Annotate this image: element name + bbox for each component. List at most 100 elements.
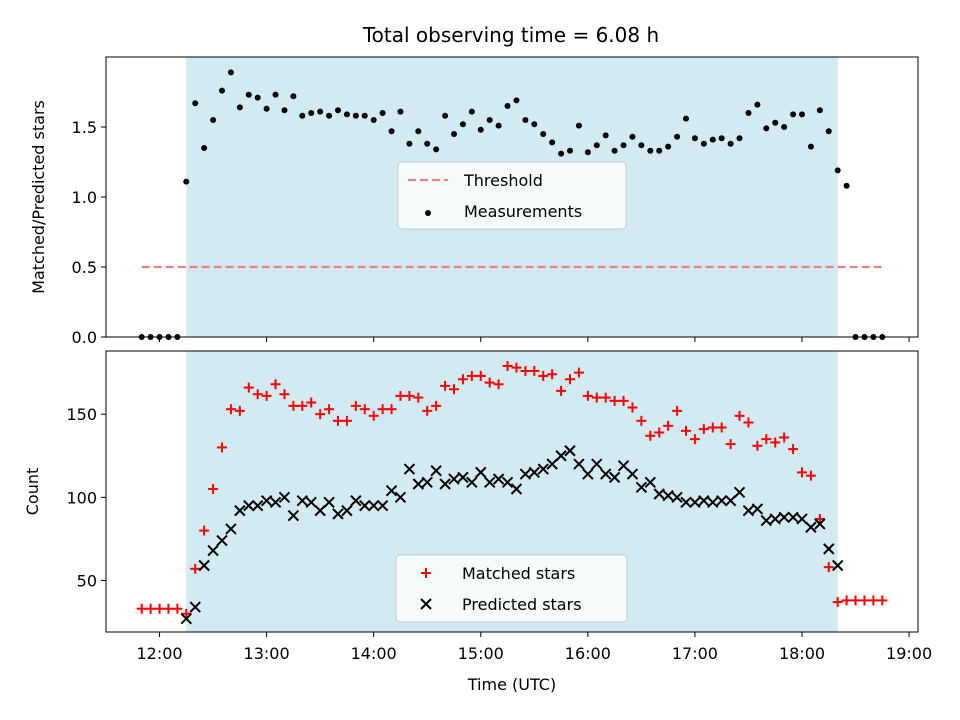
predicted-star-point (787, 511, 799, 523)
x-marker-b (323, 496, 335, 509)
predicted-star-point (323, 496, 335, 509)
matched-star-point (716, 422, 727, 433)
x-marker-b (582, 468, 594, 480)
x-marker-b (466, 476, 478, 489)
predicted-star-point (305, 496, 317, 509)
matched-star-point (234, 405, 245, 416)
legend-entry-label: Predicted stars (462, 595, 582, 614)
matched-star-point (832, 597, 843, 608)
predicted-star-point (599, 468, 612, 480)
x-marker-b (287, 509, 300, 522)
predicted-star-point (769, 513, 781, 525)
x-marker-b (367, 499, 380, 512)
predicted-star-point (510, 483, 523, 495)
matched-star-point (725, 439, 736, 450)
predicted-star-point (466, 476, 478, 489)
x-marker-b (707, 496, 719, 509)
x-marker-b (243, 499, 255, 512)
matched-star-point (556, 385, 567, 396)
top-y-axis-label: Matched/Predicted stars (29, 100, 48, 294)
matched-star-point (279, 389, 290, 400)
x-tick-label: 17:00 (672, 644, 718, 663)
bottom-y-axis-label: Count (23, 468, 42, 516)
matched-star-point (672, 405, 683, 416)
x-marker-b (814, 518, 826, 530)
matched-star-point (761, 434, 772, 445)
measurement-point (549, 139, 556, 146)
measurements-series (138, 69, 886, 340)
top-y-tick-label: 1.5 (72, 118, 97, 137)
predicted-star-point (341, 504, 353, 517)
x-marker-b (510, 483, 523, 495)
x-marker-b (653, 488, 665, 500)
x-marker-b (492, 473, 505, 485)
matched-star-point (475, 370, 486, 381)
x-marker-b (823, 543, 835, 555)
x-marker-b (412, 478, 425, 490)
matched-star-point (689, 434, 700, 445)
predicted-star-point (359, 499, 371, 512)
x-marker-b (671, 491, 683, 504)
matched-star-point (511, 362, 522, 373)
predicted-star-point (412, 478, 425, 490)
measurement-point (397, 108, 404, 115)
matched-star-point (172, 603, 183, 614)
measurement-point (683, 115, 689, 122)
predicted-star-point (528, 466, 541, 479)
matched-star-point (359, 404, 370, 415)
measurement-point (183, 178, 190, 185)
measurement-point (816, 107, 823, 114)
measurement-point (263, 105, 270, 112)
measurement-point (477, 126, 484, 133)
measurement-point (834, 167, 841, 174)
measurement-point (451, 131, 457, 137)
predicted-star-point (278, 491, 291, 504)
matched-star-point (288, 400, 299, 411)
measurement-point (691, 135, 698, 142)
x-tick-label: 16:00 (565, 644, 611, 663)
measurement-point (754, 101, 761, 108)
predicted-star-point (457, 471, 469, 484)
matched-star-point (315, 409, 326, 420)
x-marker-b (742, 504, 755, 517)
matched-star-point (440, 380, 451, 391)
predicted-star-point (385, 484, 398, 497)
matched-star-point (654, 427, 665, 438)
x-marker-b (180, 612, 193, 625)
x-marker-b (216, 534, 228, 547)
legend-entry-label: Matched stars (462, 564, 575, 583)
matched-star-point (484, 377, 495, 388)
predicted-star-point (251, 499, 264, 512)
predicted-star-point (733, 486, 746, 499)
matched-star-point (404, 390, 415, 401)
matched-star-point (306, 397, 317, 408)
top-y-axis: 0.0 0.5 1.0 1.5 (72, 118, 106, 347)
measurement-point (656, 147, 663, 154)
matched-star-point (457, 374, 468, 385)
measurement-point (825, 128, 832, 135)
matched-star-point (243, 382, 254, 393)
x-marker-b (385, 484, 398, 497)
x-marker-b (483, 476, 496, 489)
x-marker-b (617, 460, 630, 472)
x-marker-b (234, 504, 246, 517)
predicted-star-point (814, 518, 826, 530)
predicted-star-point (367, 499, 380, 512)
top-x-ticks (159, 337, 910, 342)
matched-star-point (698, 424, 709, 435)
matched-star-point (270, 379, 281, 390)
x-marker-b (796, 513, 808, 525)
predicted-star-point (225, 523, 237, 535)
predicted-star-point (475, 466, 487, 479)
matched-star-point (208, 484, 219, 495)
predicted-star-point (689, 496, 701, 509)
measurement-point (219, 87, 225, 94)
predicted-star-point (805, 521, 817, 533)
legend-box (395, 554, 628, 623)
x-marker-b (439, 478, 451, 490)
x-marker-b (698, 494, 710, 507)
predicted-star-point (448, 473, 460, 485)
measurement-point (593, 142, 600, 149)
measurement-point (709, 136, 716, 143)
x-marker-b (805, 521, 817, 533)
